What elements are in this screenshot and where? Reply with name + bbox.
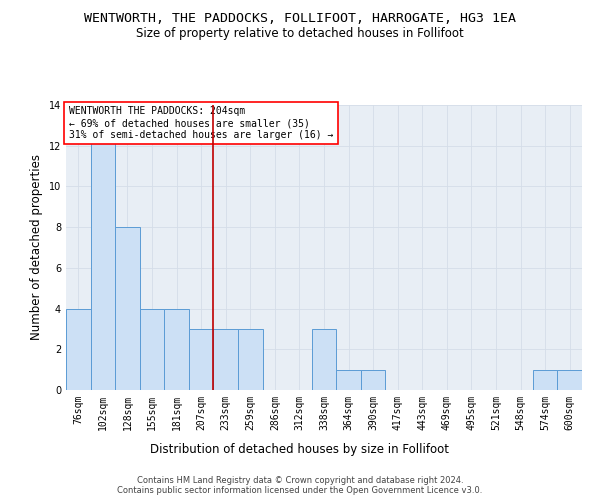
Text: WENTWORTH, THE PADDOCKS, FOLLIFOOT, HARROGATE, HG3 1EA: WENTWORTH, THE PADDOCKS, FOLLIFOOT, HARR… bbox=[84, 12, 516, 26]
Bar bbox=[66, 308, 91, 390]
Bar bbox=[336, 370, 361, 390]
Text: Size of property relative to detached houses in Follifoot: Size of property relative to detached ho… bbox=[136, 28, 464, 40]
Y-axis label: Number of detached properties: Number of detached properties bbox=[30, 154, 43, 340]
Bar bbox=[91, 126, 115, 390]
Bar bbox=[533, 370, 557, 390]
Bar bbox=[115, 227, 140, 390]
Text: Distribution of detached houses by size in Follifoot: Distribution of detached houses by size … bbox=[151, 442, 449, 456]
Text: WENTWORTH THE PADDOCKS: 204sqm
← 69% of detached houses are smaller (35)
31% of : WENTWORTH THE PADDOCKS: 204sqm ← 69% of … bbox=[68, 106, 333, 140]
Bar bbox=[361, 370, 385, 390]
Bar bbox=[214, 329, 238, 390]
Text: Contains HM Land Registry data © Crown copyright and database right 2024.
Contai: Contains HM Land Registry data © Crown c… bbox=[118, 476, 482, 495]
Bar bbox=[238, 329, 263, 390]
Bar bbox=[312, 329, 336, 390]
Bar bbox=[557, 370, 582, 390]
Bar bbox=[189, 329, 214, 390]
Bar bbox=[140, 308, 164, 390]
Bar bbox=[164, 308, 189, 390]
